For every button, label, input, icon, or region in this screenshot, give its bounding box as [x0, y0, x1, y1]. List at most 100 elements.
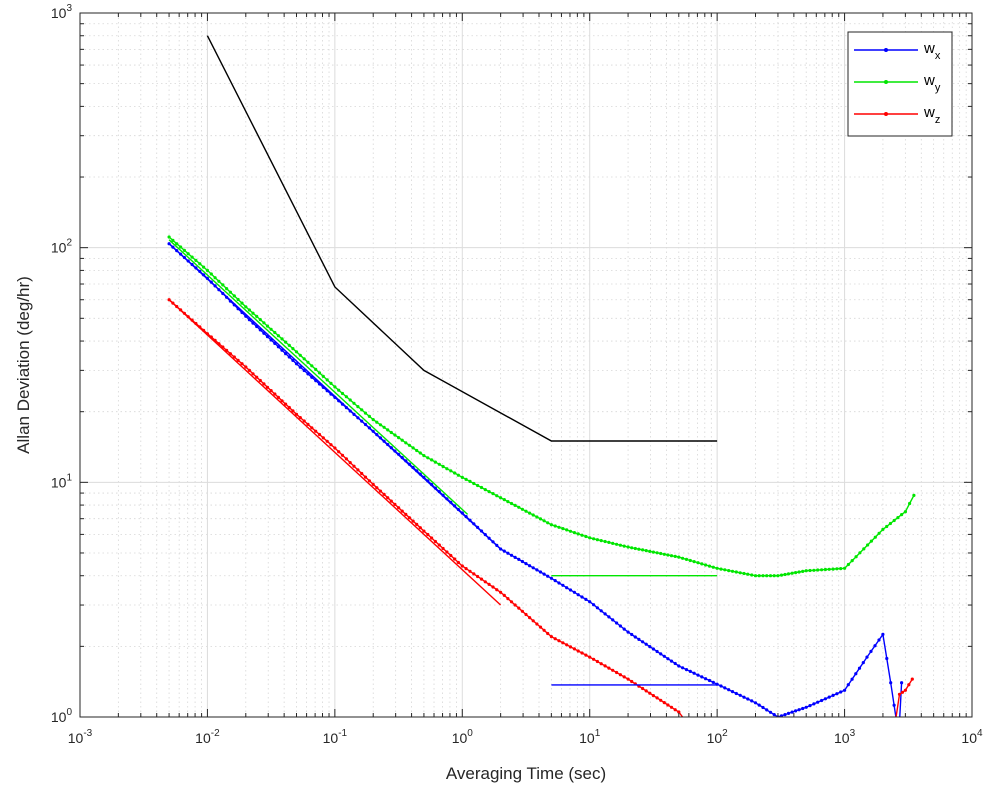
- data-point: [626, 630, 630, 634]
- data-point: [565, 528, 569, 532]
- data-point: [727, 569, 731, 573]
- data-point: [565, 586, 569, 590]
- data-point: [576, 649, 580, 653]
- data-point: [499, 496, 503, 500]
- data-point: [843, 688, 847, 692]
- data-point: [907, 683, 911, 687]
- data-point: [873, 535, 877, 539]
- data-point: [460, 475, 464, 479]
- data-point: [194, 258, 198, 262]
- data-point: [719, 567, 723, 571]
- data-point: [684, 668, 689, 672]
- data-point: [389, 430, 393, 435]
- data-point: [595, 606, 600, 610]
- data-point: [456, 473, 460, 477]
- data-point: [568, 645, 573, 649]
- data-point: [291, 347, 295, 351]
- data-point: [761, 574, 765, 578]
- data-point: [651, 550, 656, 554]
- data-point: [262, 382, 266, 386]
- data-point: [630, 546, 634, 550]
- data-point: [655, 696, 659, 700]
- data-point: [637, 637, 641, 642]
- data-point: [228, 290, 232, 294]
- data-point: [662, 654, 666, 658]
- data-point: [580, 651, 584, 655]
- data-point: [659, 551, 663, 556]
- data-point: [520, 609, 525, 613]
- data-point: [881, 632, 885, 637]
- data-point: [572, 647, 577, 651]
- data-point: [618, 543, 623, 547]
- data-point: [611, 668, 615, 672]
- data-point: [356, 405, 360, 409]
- data-point: [779, 714, 784, 717]
- data-point: [812, 702, 816, 706]
- data-point: [719, 684, 723, 688]
- data-point: [262, 321, 266, 325]
- data-point: [205, 268, 209, 272]
- data-point: [641, 548, 645, 552]
- data-point: [244, 305, 248, 309]
- data-point: [291, 409, 295, 413]
- data-point: [363, 411, 368, 415]
- data-point: [317, 432, 322, 437]
- legend-swatch-marker: [884, 80, 888, 84]
- data-point: [509, 600, 514, 604]
- data-point: [869, 539, 874, 543]
- data-point: [618, 624, 623, 628]
- data-point: [258, 318, 262, 322]
- x-tick-label: 102: [707, 728, 729, 746]
- data-point: [213, 276, 217, 280]
- data-point: [588, 655, 592, 659]
- legend-swatch-marker: [884, 48, 888, 52]
- data-point: [644, 689, 648, 693]
- data-point: [538, 625, 543, 629]
- data-point: [603, 664, 607, 668]
- data-point: [337, 450, 341, 454]
- data-point: [892, 703, 896, 707]
- data-point: [302, 419, 306, 423]
- data-point: [607, 615, 611, 619]
- data-point: [757, 703, 761, 707]
- data-point: [603, 612, 607, 616]
- data-point: [877, 638, 881, 642]
- data-point: [768, 574, 773, 578]
- data-point: [641, 640, 645, 644]
- data-point: [673, 661, 677, 666]
- data-point: [528, 564, 532, 568]
- data-point: [696, 673, 700, 677]
- data-point: [433, 460, 437, 464]
- data-point: [306, 422, 310, 426]
- data-point: [472, 572, 476, 576]
- data-point: [426, 532, 430, 537]
- data-point: [786, 711, 791, 716]
- data-point: [407, 443, 411, 447]
- data-point: [375, 420, 379, 424]
- data-point: [310, 364, 314, 368]
- data-point: [517, 606, 521, 610]
- data-point: [723, 568, 727, 572]
- legend-swatch-marker: [884, 112, 888, 116]
- data-point: [633, 635, 637, 639]
- data-point: [684, 557, 689, 562]
- data-point: [603, 539, 607, 544]
- data-point: [854, 672, 858, 676]
- data-point: [468, 569, 472, 573]
- data-point: [611, 618, 615, 622]
- legend-label: wx: [923, 40, 941, 62]
- data-point: [287, 343, 291, 347]
- data-point: [491, 492, 495, 496]
- data-point: [794, 571, 798, 575]
- data-point: [568, 529, 573, 533]
- data-point: [502, 593, 506, 598]
- data-point: [546, 521, 550, 525]
- data-point: [561, 583, 565, 587]
- y-tick-label: 103: [51, 3, 73, 21]
- x-tick-label: 101: [579, 728, 601, 746]
- data-point: [418, 526, 422, 530]
- data-point: [251, 311, 255, 315]
- data-point: [542, 628, 546, 632]
- data-point: [816, 568, 820, 572]
- data-point: [549, 576, 554, 580]
